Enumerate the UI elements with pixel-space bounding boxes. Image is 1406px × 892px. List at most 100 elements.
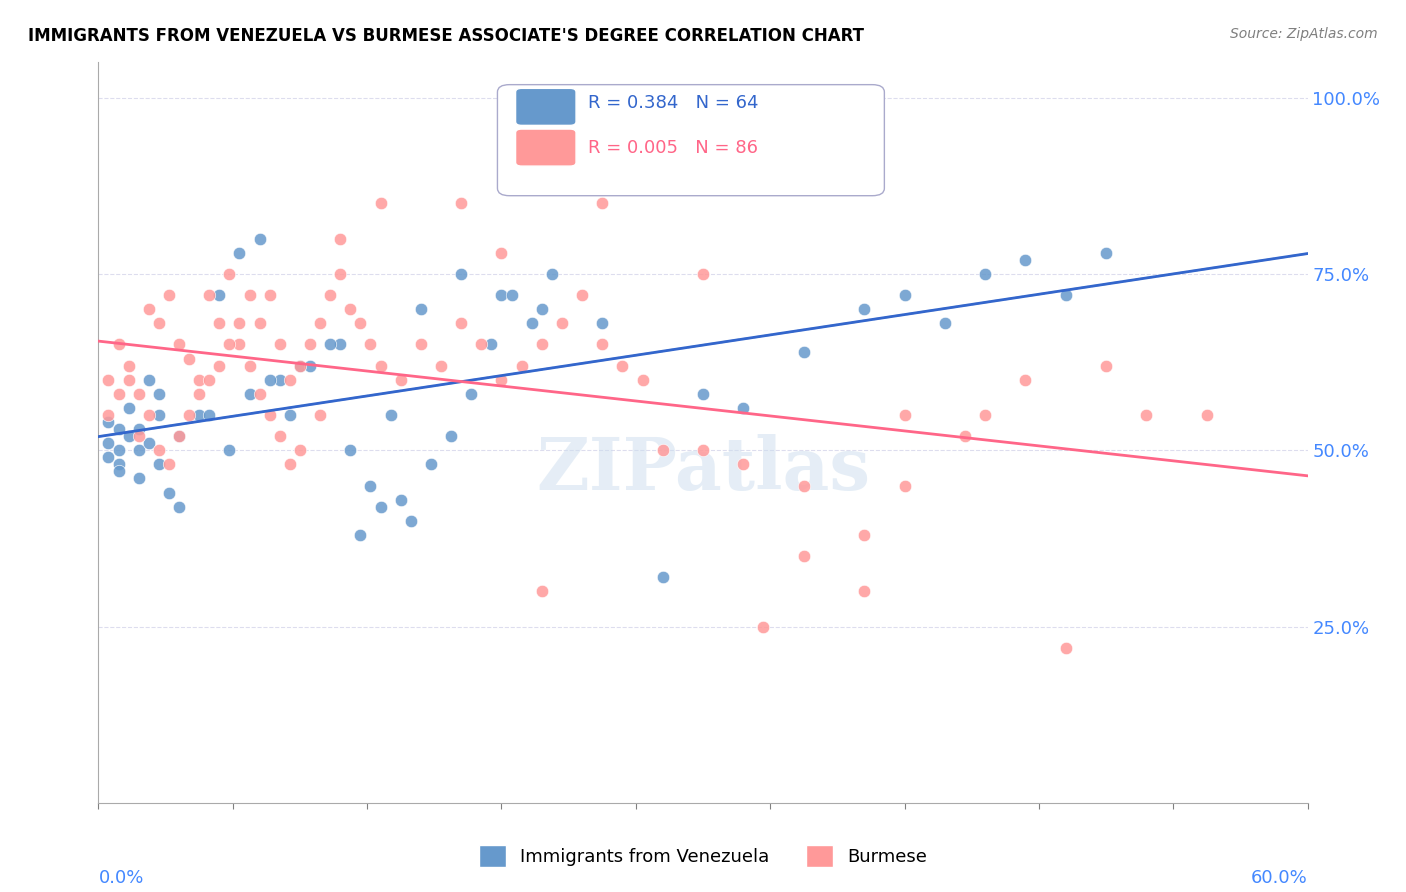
Point <box>128 471 150 485</box>
Point <box>370 500 392 514</box>
Point <box>167 337 190 351</box>
Point <box>389 373 412 387</box>
Text: IMMIGRANTS FROM VENEZUELA VS BURMESE ASSOCIATE'S DEGREE CORRELATION CHART: IMMIGRANTS FROM VENEZUELA VS BURMESE ASS… <box>28 27 865 45</box>
Point <box>853 528 876 542</box>
Point <box>148 408 170 422</box>
Point <box>349 316 371 330</box>
Point <box>228 316 250 330</box>
Point <box>138 302 160 317</box>
Point <box>571 288 593 302</box>
Point <box>370 359 392 373</box>
Point <box>1095 359 1118 373</box>
Point <box>319 337 342 351</box>
Point <box>228 337 250 351</box>
Point <box>179 408 201 422</box>
Point <box>148 387 170 401</box>
Point <box>299 359 322 373</box>
Point <box>470 337 492 351</box>
Point <box>269 337 291 351</box>
Text: 0.0%: 0.0% <box>98 870 143 888</box>
Point <box>259 373 281 387</box>
Point <box>1095 245 1118 260</box>
Point <box>360 478 382 492</box>
Point <box>733 458 755 472</box>
Point <box>128 387 150 401</box>
Point <box>118 373 141 387</box>
Point <box>138 436 160 450</box>
Point <box>853 302 876 317</box>
Point <box>893 408 915 422</box>
Point <box>107 337 129 351</box>
Point <box>288 443 311 458</box>
Point <box>591 196 613 211</box>
Point <box>349 528 371 542</box>
Point <box>1195 408 1218 422</box>
Point <box>309 316 332 330</box>
FancyBboxPatch shape <box>498 85 884 195</box>
Point <box>107 458 129 472</box>
Point <box>188 387 211 401</box>
Point <box>107 422 129 436</box>
Point <box>692 387 714 401</box>
Point <box>188 373 211 387</box>
Point <box>481 337 503 351</box>
Point <box>591 316 613 330</box>
Point <box>380 408 402 422</box>
Point <box>530 337 553 351</box>
Point <box>218 443 240 458</box>
Point <box>339 302 361 317</box>
Point <box>228 245 250 260</box>
Point <box>631 373 654 387</box>
Point <box>208 316 231 330</box>
Point <box>239 387 262 401</box>
Point <box>269 429 291 443</box>
Point <box>651 443 673 458</box>
Point <box>97 408 120 422</box>
Point <box>329 337 352 351</box>
Point <box>198 288 221 302</box>
Point <box>218 267 240 281</box>
Point <box>239 359 262 373</box>
Point <box>319 288 342 302</box>
Point <box>179 351 201 366</box>
Point <box>107 443 129 458</box>
Point <box>157 485 180 500</box>
Point <box>430 359 453 373</box>
Point <box>148 458 170 472</box>
Point <box>420 458 443 472</box>
Point <box>208 359 231 373</box>
Point <box>612 359 634 373</box>
Point <box>491 373 513 387</box>
Point <box>249 232 271 246</box>
FancyBboxPatch shape <box>516 88 576 126</box>
Point <box>491 288 513 302</box>
Point <box>309 408 332 422</box>
Point <box>501 288 523 302</box>
Point <box>249 387 271 401</box>
Point <box>389 492 412 507</box>
Point <box>167 429 190 443</box>
Point <box>157 458 180 472</box>
Point <box>148 443 170 458</box>
Point <box>198 408 221 422</box>
Point <box>491 245 513 260</box>
Point <box>853 584 876 599</box>
Point <box>107 464 129 478</box>
Point <box>450 267 472 281</box>
Point <box>1135 408 1157 422</box>
Point <box>288 359 311 373</box>
Point <box>974 267 997 281</box>
Point <box>188 408 211 422</box>
Point <box>692 267 714 281</box>
Point <box>793 344 815 359</box>
Point <box>551 316 574 330</box>
Point <box>399 514 422 528</box>
Point <box>530 584 553 599</box>
FancyBboxPatch shape <box>516 129 576 166</box>
Point <box>934 316 956 330</box>
Point <box>157 288 180 302</box>
Point <box>128 422 150 436</box>
Point <box>953 429 976 443</box>
Point <box>259 408 281 422</box>
Point <box>733 401 755 415</box>
